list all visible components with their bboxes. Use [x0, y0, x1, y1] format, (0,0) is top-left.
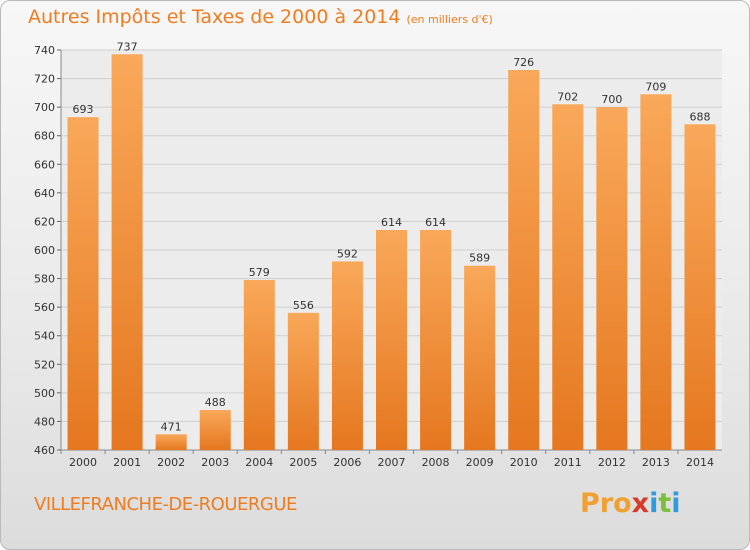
- y-tick-label: 540: [34, 330, 55, 343]
- chart-title: Autres Impôts et Taxes de 2000 à 2014 (en…: [28, 6, 493, 28]
- value-label-2010: 726: [513, 56, 534, 69]
- value-label-2014: 688: [689, 110, 710, 123]
- y-tick-label: 680: [34, 130, 55, 143]
- bar-2002: [155, 434, 187, 450]
- proxiti-logo: Proxiti: [580, 488, 681, 519]
- x-tick-label-2008: 2008: [422, 456, 450, 469]
- x-tick-label-2005: 2005: [289, 456, 317, 469]
- value-label-2013: 709: [645, 80, 666, 93]
- x-tick-label-2000: 2000: [69, 456, 97, 469]
- bars: [67, 54, 716, 451]
- y-tick-label: 720: [34, 73, 55, 86]
- value-label-2008: 614: [425, 216, 446, 229]
- x-tick-label-2009: 2009: [466, 456, 494, 469]
- y-tick-label: 520: [34, 358, 55, 371]
- y-tick-label: 620: [34, 215, 55, 228]
- bar-2001: [111, 54, 143, 451]
- data-labels: 693 2000 737 2001 471 2002 488 2003 579 2004 556 20…: [69, 40, 714, 469]
- x-tick-label-2011: 2011: [554, 456, 582, 469]
- x-tick-label-2001: 2001: [113, 456, 141, 469]
- x-tick-label-2004: 2004: [245, 456, 273, 469]
- value-label-2011: 702: [557, 90, 578, 103]
- location-label: VILLEFRANCHE-DE-ROUERGUE: [34, 494, 297, 515]
- y-tick-label: 600: [34, 244, 55, 257]
- bar-2010: [508, 70, 540, 450]
- axes: 460 480 500 520 540 560 580 600 620 640 660 680 700 7…: [34, 44, 722, 457]
- bar-2011: [552, 104, 584, 451]
- bar-2007: [376, 230, 407, 450]
- value-label-2004: 579: [249, 266, 270, 279]
- x-tick-label-2013: 2013: [642, 456, 670, 469]
- value-label-2009: 589: [469, 252, 490, 265]
- y-tick-label: 580: [34, 273, 55, 286]
- bar-2003: [199, 410, 231, 450]
- bar-2000: [67, 117, 99, 451]
- y-tick-label: 500: [34, 387, 55, 400]
- bar-2009: [464, 265, 496, 450]
- y-tick-label: 660: [34, 158, 55, 171]
- y-tick-label: 700: [34, 101, 55, 114]
- y-tick-label: 740: [34, 44, 55, 57]
- x-tick-label-2012: 2012: [598, 456, 626, 469]
- x-tick-label-2007: 2007: [378, 456, 406, 469]
- value-label-2003: 488: [205, 396, 226, 409]
- bar-2013: [640, 94, 672, 451]
- value-label-2005: 556: [293, 299, 314, 312]
- bar-2004: [243, 280, 275, 450]
- x-tick-label-2014: 2014: [686, 456, 714, 469]
- bar-2006: [331, 261, 363, 450]
- y-tick-label: 480: [34, 415, 55, 428]
- value-label-2000: 693: [73, 103, 94, 116]
- bar-2014: [684, 124, 716, 451]
- value-label-2002: 471: [161, 420, 182, 433]
- x-tick-label-2002: 2002: [157, 456, 185, 469]
- y-tick-label: 560: [34, 301, 55, 314]
- y-tick-label: 460: [34, 444, 55, 457]
- x-tick-label-2003: 2003: [201, 456, 229, 469]
- value-label-2007: 614: [381, 216, 402, 229]
- unit-subtitle: (en milliers d'€): [406, 13, 493, 26]
- x-tick-label-2006: 2006: [333, 456, 361, 469]
- bar-2005: [287, 312, 319, 450]
- title-text: Autres Impôts et Taxes de 2000 à 2014: [28, 6, 401, 28]
- y-tick-label: 640: [34, 187, 55, 200]
- bar-2008: [420, 230, 452, 450]
- value-label-2012: 700: [601, 93, 622, 106]
- value-label-2006: 592: [337, 247, 358, 260]
- value-label-2001: 737: [117, 40, 138, 53]
- bar-2012: [596, 107, 628, 451]
- x-tick-label-2010: 2010: [510, 456, 538, 469]
